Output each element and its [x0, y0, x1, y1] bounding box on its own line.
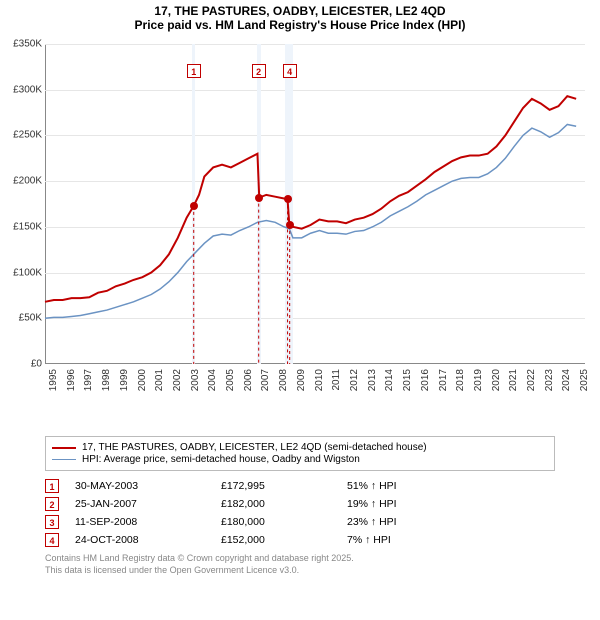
legend-label: HPI: Average price, semi-detached house,… — [82, 454, 360, 465]
legend: 17, THE PASTURES, OADBY, LEICESTER, LE2 … — [45, 436, 555, 471]
sales-row: 3 11-SEP-2008 £180,000 23% ↑ HPI — [45, 513, 555, 531]
y-tick-label: £150K — [13, 221, 42, 232]
x-tick-label: 2025 — [579, 369, 590, 391]
x-tick-label: 2017 — [438, 369, 449, 391]
x-tick-label: 2005 — [225, 369, 236, 391]
sales-row-marker: 4 — [45, 533, 59, 547]
x-tick-label: 2015 — [402, 369, 413, 391]
sales-row-date: 25-JAN-2007 — [75, 498, 205, 510]
x-tick-label: 2021 — [508, 369, 519, 391]
sales-row-price: £152,000 — [221, 534, 331, 546]
sales-row-date: 30-MAY-2003 — [75, 480, 205, 492]
legend-label: 17, THE PASTURES, OADBY, LEICESTER, LE2 … — [82, 442, 427, 453]
sales-row-marker: 1 — [45, 479, 59, 493]
y-tick-label: £100K — [13, 267, 42, 278]
x-tick-label: 2001 — [154, 369, 165, 391]
x-tick-label: 2014 — [384, 369, 395, 391]
x-tick-label: 2002 — [172, 369, 183, 391]
sales-row-date: 11-SEP-2008 — [75, 516, 205, 528]
legend-row: HPI: Average price, semi-detached house,… — [52, 454, 548, 465]
y-tick-label: £50K — [19, 313, 42, 324]
x-tick-label: 2003 — [190, 369, 201, 391]
sale-dot — [286, 221, 294, 229]
sale-marker-box: 4 — [283, 64, 297, 78]
x-tick-label: 1995 — [48, 369, 59, 391]
legend-swatch — [52, 459, 76, 460]
chart-lines — [45, 44, 585, 364]
x-tick-label: 2023 — [544, 369, 555, 391]
chart-container: 17, THE PASTURES, OADBY, LEICESTER, LE2 … — [0, 0, 600, 576]
sale-dot — [284, 195, 292, 203]
sale-marker-box: 1 — [187, 64, 201, 78]
x-tick-label: 2008 — [278, 369, 289, 391]
x-tick-label: 2006 — [243, 369, 254, 391]
y-tick-label: £0 — [31, 359, 42, 370]
x-tick-label: 2022 — [526, 369, 537, 391]
sales-row-price: £182,000 — [221, 498, 331, 510]
sales-row: 4 24-OCT-2008 £152,000 7% ↑ HPI — [45, 531, 555, 549]
sales-row: 2 25-JAN-2007 £182,000 19% ↑ HPI — [45, 495, 555, 513]
y-tick-label: £250K — [13, 130, 42, 141]
title-line1: 17, THE PASTURES, OADBY, LEICESTER, LE2 … — [0, 4, 600, 18]
footnote-line1: Contains HM Land Registry data © Crown c… — [45, 553, 555, 565]
sale-marker-box: 2 — [252, 64, 266, 78]
y-tick-label: £300K — [13, 84, 42, 95]
legend-swatch — [52, 447, 76, 449]
sales-row-marker: 3 — [45, 515, 59, 529]
y-tick-label: £350K — [13, 39, 42, 50]
sales-row-price: £180,000 — [221, 516, 331, 528]
x-tick-label: 2000 — [137, 369, 148, 391]
sales-row-date: 24-OCT-2008 — [75, 534, 205, 546]
x-tick-label: 2009 — [296, 369, 307, 391]
legend-row: 17, THE PASTURES, OADBY, LEICESTER, LE2 … — [52, 442, 548, 453]
x-tick-label: 2018 — [455, 369, 466, 391]
sales-row-pct: 19% ↑ HPI — [347, 498, 457, 510]
y-tick-label: £200K — [13, 176, 42, 187]
x-tick-label: 1997 — [83, 369, 94, 391]
sales-row-pct: 51% ↑ HPI — [347, 480, 457, 492]
chart-title: 17, THE PASTURES, OADBY, LEICESTER, LE2 … — [0, 0, 600, 34]
series-price_paid — [45, 96, 576, 302]
x-tick-label: 1999 — [119, 369, 130, 391]
series-hpi — [45, 124, 576, 318]
sales-row-marker: 2 — [45, 497, 59, 511]
title-line2: Price paid vs. HM Land Registry's House … — [0, 18, 600, 32]
sales-row-pct: 7% ↑ HPI — [347, 534, 457, 546]
sales-row: 1 30-MAY-2003 £172,995 51% ↑ HPI — [45, 477, 555, 495]
x-tick-label: 2007 — [260, 369, 271, 391]
x-tick-label: 1996 — [66, 369, 77, 391]
footnote-line2: This data is licensed under the Open Gov… — [45, 565, 555, 577]
x-tick-label: 2020 — [491, 369, 502, 391]
x-tick-label: 2016 — [420, 369, 431, 391]
x-tick-label: 2013 — [367, 369, 378, 391]
x-tick-label: 2004 — [207, 369, 218, 391]
x-tick-label: 2019 — [473, 369, 484, 391]
x-tick-label: 2012 — [349, 369, 360, 391]
sales-row-price: £172,995 — [221, 480, 331, 492]
sales-table: 1 30-MAY-2003 £172,995 51% ↑ HPI 2 25-JAN-200… — [45, 477, 555, 549]
x-tick-label: 1998 — [101, 369, 112, 391]
footnote: Contains HM Land Registry data © Crown c… — [45, 553, 555, 576]
x-tick-label: 2024 — [561, 369, 572, 391]
sale-dot — [190, 202, 198, 210]
x-tick-label: 2011 — [331, 369, 342, 391]
chart-area: £0 £50K £100K £150K £200K £250K £300K £350K 1995… — [0, 34, 600, 434]
x-tick-label: 2010 — [314, 369, 325, 391]
sales-row-pct: 23% ↑ HPI — [347, 516, 457, 528]
sale-dot — [255, 194, 263, 202]
